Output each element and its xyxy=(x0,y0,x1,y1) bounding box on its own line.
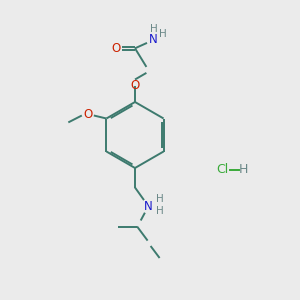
Text: Cl: Cl xyxy=(216,163,228,176)
Text: H: H xyxy=(156,206,164,217)
Text: O: O xyxy=(83,107,92,121)
Text: O: O xyxy=(111,42,120,55)
Text: H: H xyxy=(239,163,248,176)
Text: H: H xyxy=(159,29,167,39)
Text: N: N xyxy=(144,200,153,213)
Text: O: O xyxy=(130,79,140,92)
Text: H: H xyxy=(156,194,164,205)
Text: H: H xyxy=(150,23,158,34)
Text: N: N xyxy=(149,33,158,46)
